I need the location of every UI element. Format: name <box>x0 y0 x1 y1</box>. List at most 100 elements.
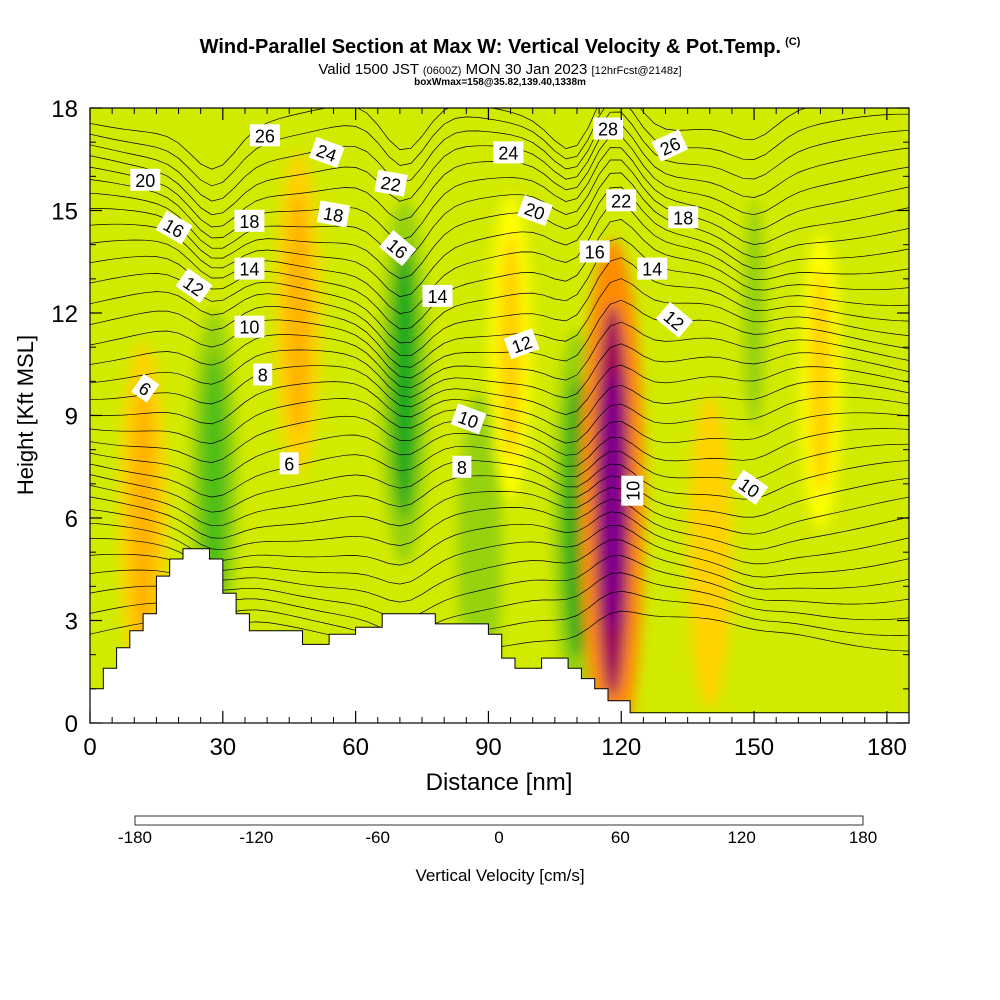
isentrope-line <box>90 202 909 314</box>
contour-label-text: 18 <box>673 208 693 228</box>
isentrope-line <box>90 159 909 260</box>
valid-utc: (0600Z) <box>422 65 462 77</box>
contour-label-box <box>130 168 161 191</box>
contour-label-box <box>234 257 265 280</box>
isentrope-line <box>90 539 909 603</box>
contour-label: 20 <box>517 195 553 226</box>
terrain <box>90 548 909 723</box>
contour-label-box <box>308 136 345 168</box>
contour-label: 18 <box>234 209 265 232</box>
isentrope-line <box>90 219 909 330</box>
contour-label-box <box>731 469 769 505</box>
contour-label-box <box>606 189 637 212</box>
isentrope-line <box>90 278 909 368</box>
contour-label-text: 8 <box>457 458 467 478</box>
isentrope-line <box>90 147 909 241</box>
colorbar-tick-label: -120 <box>239 828 273 847</box>
x-tick-label: 0 <box>83 734 96 761</box>
isentrope-line <box>90 111 909 202</box>
isentrope-line <box>90 443 909 498</box>
y-tick-label: 6 <box>65 506 78 533</box>
contour-label-box <box>621 475 644 506</box>
contour-label-box <box>593 117 623 140</box>
y-tick-label: 3 <box>65 609 78 636</box>
contour-label: 10 <box>621 475 644 506</box>
contour-label-box <box>131 373 160 403</box>
contour-label-box <box>503 328 540 360</box>
contour-label: 26 <box>249 124 280 147</box>
contour-label-text: 18 <box>322 203 345 226</box>
colorbar-tick-label: -60 <box>365 828 390 847</box>
contour-label-box <box>668 206 699 229</box>
colorbar-label: Vertical Velocity [cm/s] <box>415 866 584 885</box>
contour-label: 18 <box>668 206 699 229</box>
velocity-region-peak <box>604 369 621 633</box>
contour-label: 22 <box>606 189 637 212</box>
contour-label-box <box>452 455 472 478</box>
isentrope-line <box>90 396 909 444</box>
contour-label-box <box>379 230 417 267</box>
isentrope-line <box>90 186 909 298</box>
potential-temperature-contours <box>90 108 909 662</box>
contour-label-text: 14 <box>427 287 447 307</box>
box-info: boxWmax=158@35.82,139.40,1338m <box>414 77 586 88</box>
contour-label-text: 14 <box>642 260 662 280</box>
contour-label-box <box>249 124 280 147</box>
contour-label-box <box>279 452 299 475</box>
y-axis-label: Height [Kft MSL] <box>13 335 38 495</box>
contour-label-box <box>422 284 453 307</box>
contour-label: 14 <box>422 284 453 307</box>
isentrope-line <box>90 237 909 344</box>
contour-label: 24 <box>493 141 524 164</box>
contour-label: 6 <box>279 452 299 475</box>
contour-label-text: 20 <box>135 171 155 191</box>
isentrope-line <box>90 343 909 399</box>
isentrope-line <box>90 511 909 566</box>
contour-label: 8 <box>253 363 273 386</box>
contour-label-text: 24 <box>498 143 518 163</box>
contour-label-text: 18 <box>239 212 259 232</box>
colorbar-frame <box>134 815 864 826</box>
isentrope-line <box>90 172 909 279</box>
x-tick-label: 30 <box>209 734 236 761</box>
contour-label-text: 28 <box>598 120 618 140</box>
velocity-region-core <box>130 387 157 649</box>
y-tick-label: 0 <box>65 711 78 738</box>
isentrope-line <box>90 108 909 187</box>
colorbar-tick-label: 180 <box>849 828 877 847</box>
y-tick-label: 12 <box>51 301 78 328</box>
vertical-velocity-field <box>119 152 842 723</box>
colorbar: -180 -120 -60 0 60 120 180 <box>118 815 877 847</box>
contour-label: 6 <box>131 373 160 403</box>
contour-label-box <box>450 403 487 435</box>
contour-label: 10 <box>234 315 265 338</box>
contour-label: 20 <box>130 168 161 191</box>
colorbar-tick-label: 60 <box>611 828 630 847</box>
contour-label-box <box>517 195 553 226</box>
isentrope-line <box>90 257 909 356</box>
colorbar-tick-label: -180 <box>118 828 152 847</box>
valid-prefix: Valid 1500 JST <box>318 61 419 78</box>
x-axis: 0 30 60 90 120 150 180 <box>83 108 910 761</box>
contour-label-box <box>316 200 351 228</box>
contour-label: 14 <box>637 257 668 280</box>
contour-label-box <box>234 209 265 232</box>
isentrope-line <box>90 460 909 513</box>
contour-label-box <box>655 301 693 338</box>
colorbar-tick-label: 120 <box>727 828 755 847</box>
contour-label: 8 <box>452 455 472 478</box>
isentrope-line <box>90 412 909 463</box>
isentrope-line <box>90 364 909 415</box>
velocity-region-core <box>390 244 418 519</box>
x-tick-label: 180 <box>867 734 907 761</box>
x-tick-label: 150 <box>734 734 774 761</box>
forecast-info: [12hrFcst@2148z] <box>591 65 682 77</box>
contour-label-text: 10 <box>239 318 259 338</box>
contour-label: 10 <box>450 403 487 435</box>
isentrope-line <box>90 487 909 539</box>
y-tick-label: 18 <box>51 96 78 123</box>
x-tick-label: 120 <box>601 734 641 761</box>
